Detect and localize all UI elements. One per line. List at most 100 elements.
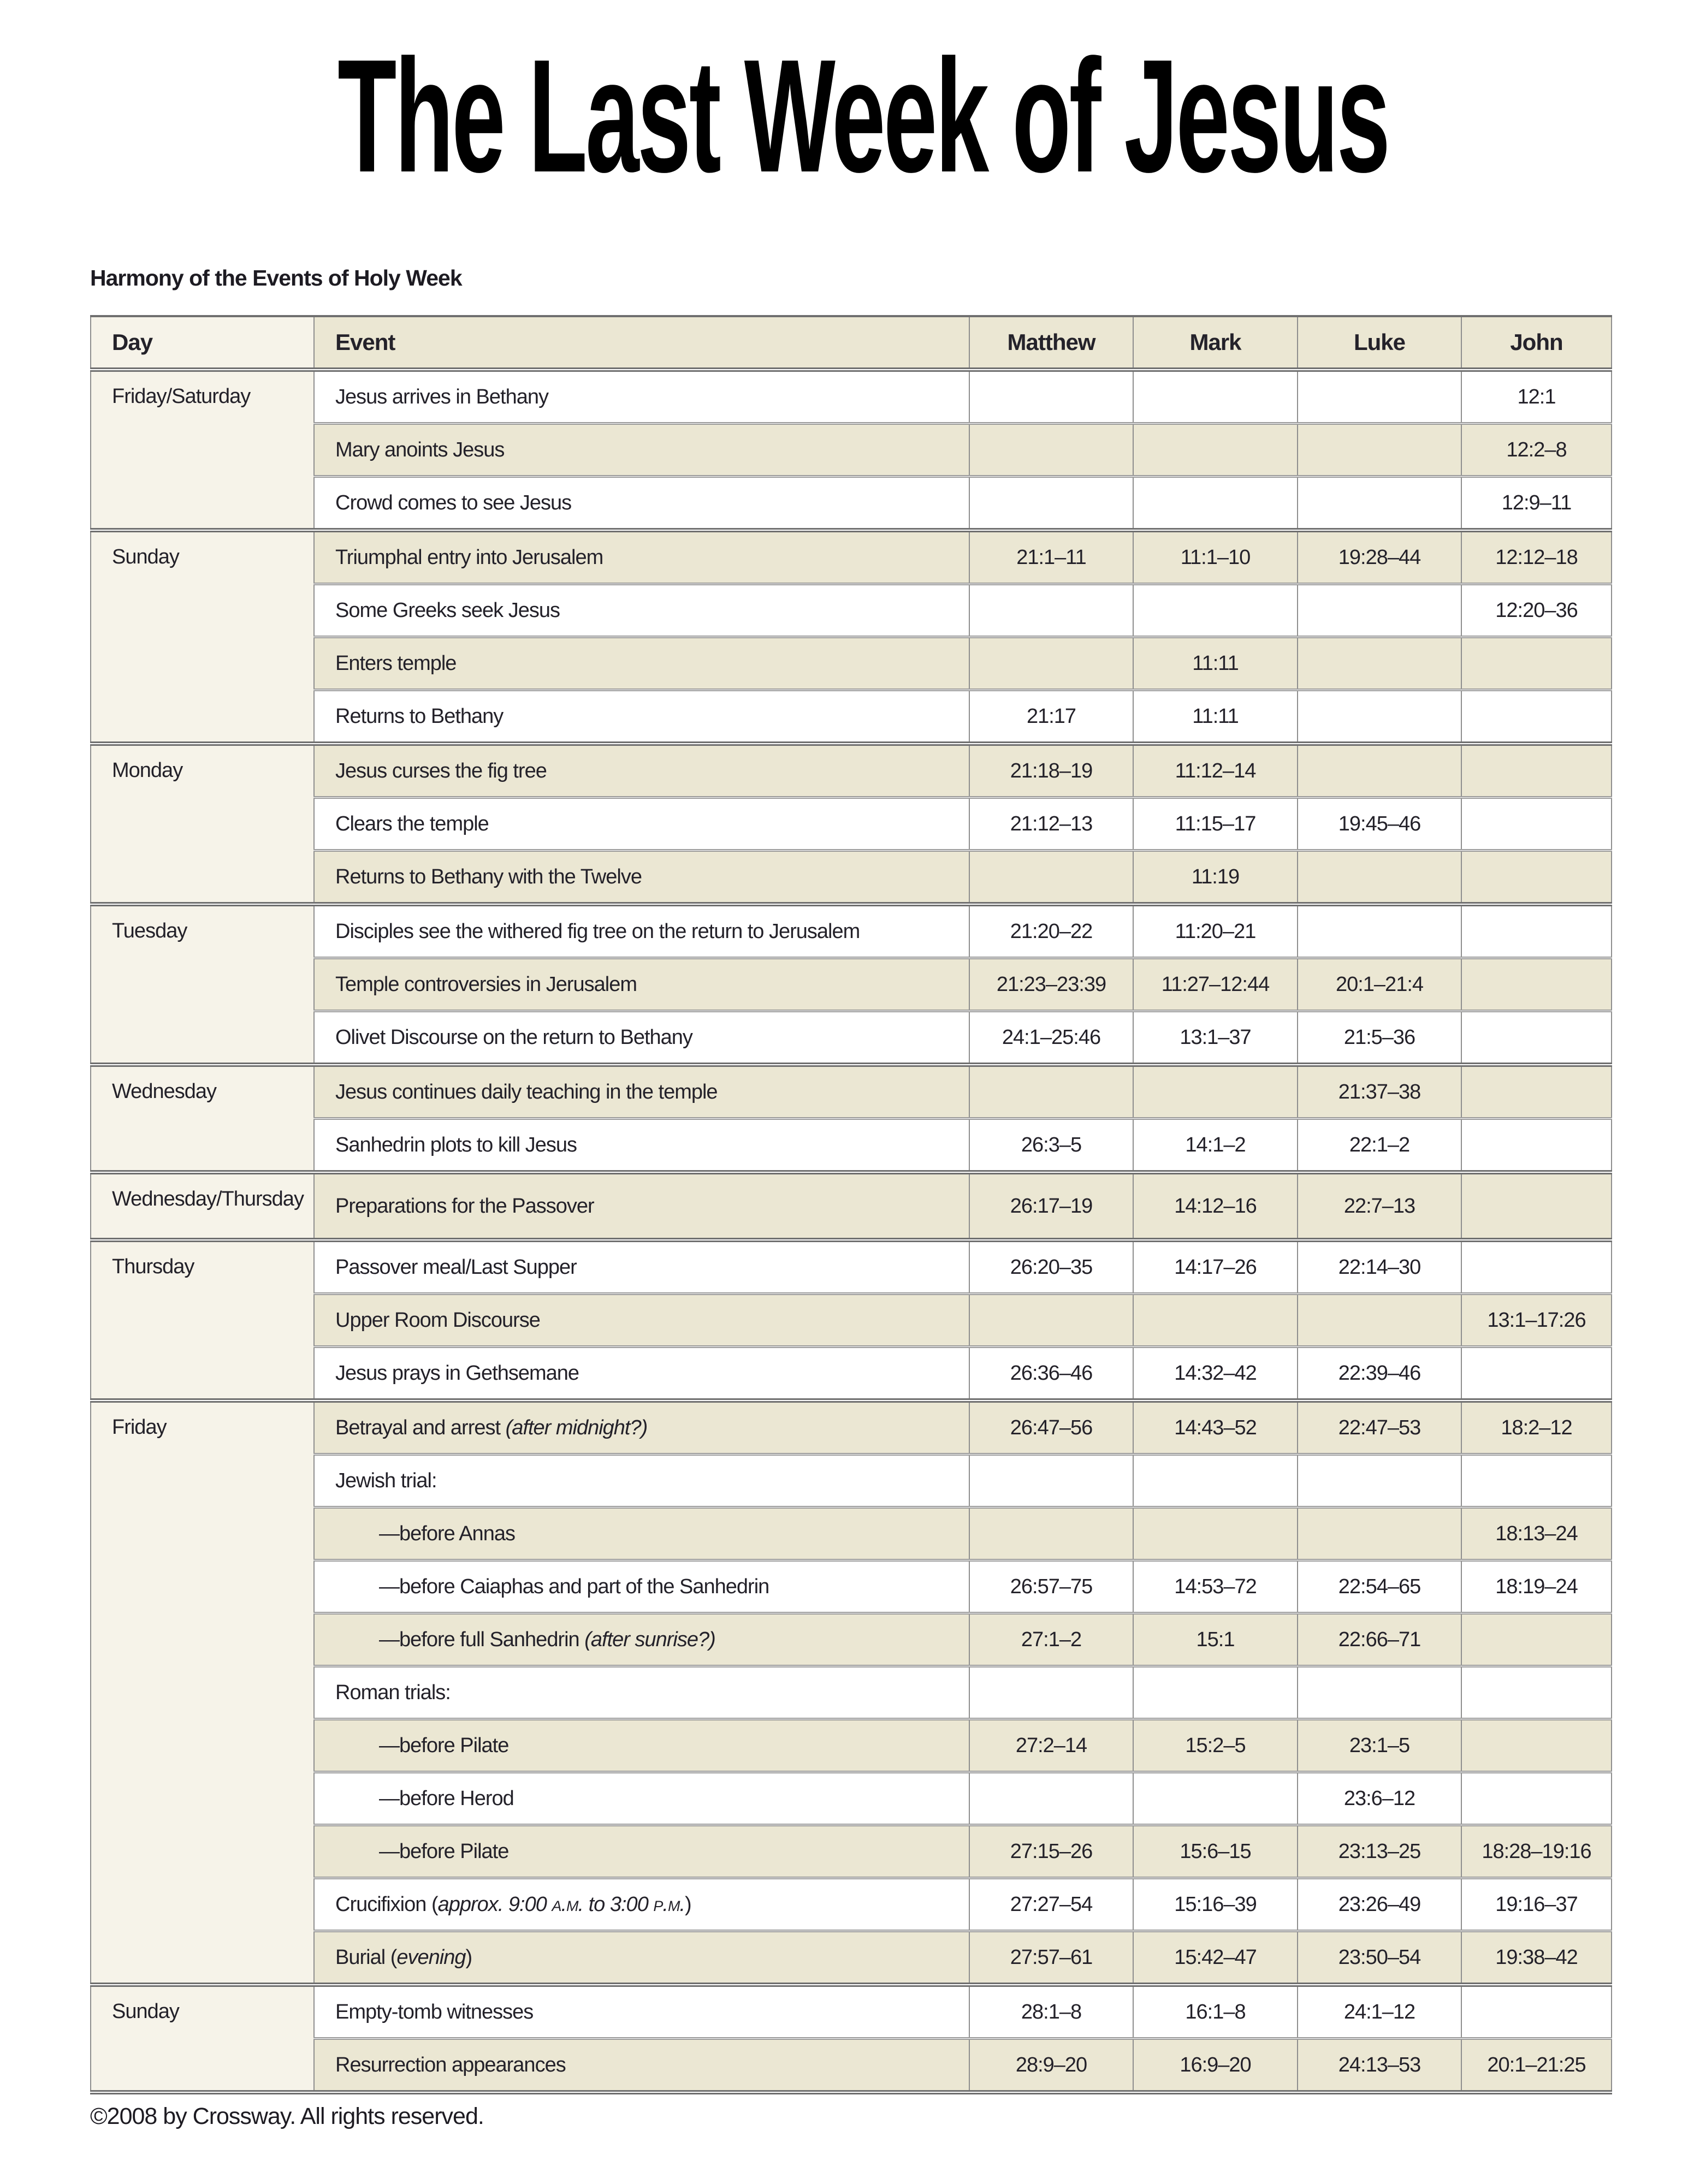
table-row: Olivet Discourse on the return to Bethan…	[91, 1010, 1612, 1065]
day-cell: Friday/Saturday	[91, 367, 314, 530]
ref-cell-john	[1461, 957, 1612, 1011]
ref-cell-mark	[1133, 367, 1298, 424]
ref-cell-john	[1461, 1612, 1612, 1666]
ref-cell-john: 18:2–12	[1461, 1398, 1612, 1455]
ref-cell-matthew: 27:1–2	[969, 1612, 1133, 1666]
event-text-segment: —before Caiaphas and part of the Sanhedr…	[379, 1575, 769, 1598]
ref-cell-mark	[1133, 1292, 1298, 1347]
ref-cell-mark: 15:16–39	[1133, 1877, 1298, 1931]
ref-cell-mark: 15:42–47	[1133, 1930, 1298, 1985]
ref-cell-luke: 22:66–71	[1297, 1612, 1461, 1666]
ref-cell-john: 18:19–24	[1461, 1559, 1612, 1613]
ref-cell-matthew	[969, 583, 1133, 637]
ref-cell-matthew: 24:1–25:46	[969, 1010, 1133, 1065]
ref-cell-luke: 22:47–53	[1297, 1398, 1461, 1455]
table-body: Friday/Saturday Jesus arrives in Bethany 1…	[91, 367, 1612, 2092]
ref-cell-john: 12:2–8	[1461, 422, 1612, 477]
ref-cell-john: 12:1	[1461, 367, 1612, 424]
event-cell: Triumphal entry into Jerusalem	[313, 528, 969, 584]
table-row: Tuesday Disciples see the withered fig tr…	[91, 902, 1612, 1065]
table-row: Crucifixion (approx. 9:00 a.m. to 3:00 p…	[91, 1877, 1612, 1931]
event-cell: Temple controversies in Jerusalem	[313, 957, 969, 1011]
event-text-segment: Roman trials:	[335, 1681, 451, 1704]
table-row: Friday/Saturday Jesus arrives in Bethany 1…	[91, 367, 1612, 530]
event-text-segment: Jesus arrives in Bethany	[335, 385, 549, 408]
column-header-john: John	[1461, 316, 1612, 372]
event-text-segment: approx. 9:00	[437, 1892, 552, 1916]
ref-cell-matthew	[969, 636, 1133, 690]
ref-cell-mark: 15:2–5	[1133, 1718, 1298, 1772]
table-caption: Harmony of the Events of Holy Week	[90, 265, 463, 290]
day-cell: Thursday	[91, 1238, 314, 1400]
ref-cell-luke: 23:26–49	[1297, 1877, 1461, 1931]
event-cell: —before Annas	[313, 1506, 969, 1560]
ref-cell-mark: 11:11	[1133, 689, 1298, 744]
event-cell: Clears the temple	[313, 796, 969, 851]
event-cell: Upper Room Discourse	[313, 1292, 969, 1347]
table-row: —before Annas 18:13–24	[91, 1506, 1612, 1560]
ref-cell-mark	[1133, 1063, 1298, 1119]
ref-cell-mark: 14:32–42	[1133, 1345, 1298, 1400]
page-title: The Last Week of Jesus	[337, 26, 1390, 206]
event-text-segment: Resurrection appearances	[335, 2053, 566, 2076]
ref-cell-mark: 14:53–72	[1133, 1559, 1298, 1613]
event-cell: Mary anoints Jesus	[313, 422, 969, 477]
ref-cell-matthew: 28:1–8	[969, 1983, 1133, 2039]
table-row: Sunday Triumphal entry into Jerusalem 21:1…	[91, 528, 1612, 744]
event-cell: Roman trials:	[313, 1665, 969, 1719]
event-cell: Preparations for the Passover	[313, 1170, 969, 1240]
table-row: Jesus prays in Gethsemane 26:36–46 14:32–4…	[91, 1345, 1612, 1400]
event-cell: Crowd comes to see Jesus	[313, 475, 969, 530]
day-cell: Sunday	[91, 528, 314, 744]
event-text-segment: Some Greeks seek Jesus	[335, 598, 560, 622]
ref-cell-mark	[1133, 1771, 1298, 1825]
ref-cell-mark: 14:12–16	[1133, 1170, 1298, 1240]
ref-cell-matthew: 27:2–14	[969, 1718, 1133, 1772]
event-cell: —before Caiaphas and part of the Sanhedr…	[313, 1559, 969, 1613]
ref-cell-matthew: 21:1–11	[969, 528, 1133, 584]
ref-cell-matthew	[969, 849, 1133, 904]
ref-cell-matthew: 27:27–54	[969, 1877, 1133, 1931]
event-cell: Jesus prays in Gethsemane	[313, 1345, 969, 1400]
ref-cell-john	[1461, 1345, 1612, 1400]
event-cell: Returns to Bethany	[313, 689, 969, 744]
ref-cell-luke	[1297, 741, 1461, 798]
column-header-day: Day	[91, 316, 314, 372]
event-text-segment: Jesus continues daily teaching in the te…	[335, 1080, 718, 1103]
ref-cell-luke: 22:39–46	[1297, 1345, 1461, 1400]
ref-cell-luke	[1297, 849, 1461, 904]
copyright-line: ©2008 by Crossway. All rights reserved.	[90, 2103, 484, 2129]
event-text-segment: Jesus curses the fig tree	[335, 759, 547, 782]
ref-cell-matthew: 28:9–20	[969, 2037, 1133, 2092]
event-cell: Jesus curses the fig tree	[313, 741, 969, 798]
table-row: Temple controversies in Jerusalem 21:23–2…	[91, 957, 1612, 1011]
ref-cell-luke	[1297, 583, 1461, 637]
table-row: —before Pilate 27:2–14 15:2–5 23:1–5	[91, 1718, 1612, 1772]
event-text-segment: Mary anoints Jesus	[335, 438, 505, 461]
table-header-row: Day Event Matthew Mark Luke John	[91, 316, 1612, 372]
table-row: Thursday Passover meal/Last Supper 26:20–3…	[91, 1238, 1612, 1400]
column-header-luke: Luke	[1297, 316, 1461, 372]
event-cell: Returns to Bethany with the Twelve	[313, 849, 969, 904]
ref-cell-luke	[1297, 636, 1461, 690]
event-cell: Sanhedrin plots to kill Jesus	[313, 1117, 969, 1172]
ref-cell-luke	[1297, 1453, 1461, 1508]
ref-cell-luke: 24:13–53	[1297, 2037, 1461, 2092]
table-row: Wednesday/Thursday Preparations for the P…	[91, 1170, 1612, 1240]
ref-cell-matthew: 26:3–5	[969, 1117, 1133, 1172]
table-row: Enters temple 11:11	[91, 636, 1612, 690]
ref-cell-luke: 22:7–13	[1297, 1170, 1461, 1240]
event-text-segment: Jewish trial:	[335, 1469, 437, 1492]
ref-cell-john	[1461, 902, 1612, 958]
event-cell: —before Pilate	[313, 1824, 969, 1878]
table-row: Resurrection appearances 28:9–20 16:9–20 24…	[91, 2037, 1612, 2092]
ref-cell-mark: 11:12–14	[1133, 741, 1298, 798]
ref-cell-john: 12:12–18	[1461, 528, 1612, 584]
event-text-segment: Enters temple	[335, 651, 457, 675]
ref-cell-mark: 11:19	[1133, 849, 1298, 904]
ref-cell-mark: 11:20–21	[1133, 902, 1298, 958]
ref-cell-matthew: 21:17	[969, 689, 1133, 744]
ref-cell-john	[1461, 1665, 1612, 1719]
ref-cell-john	[1461, 849, 1612, 904]
event-text-segment: Temple controversies in Jerusalem	[335, 972, 637, 996]
